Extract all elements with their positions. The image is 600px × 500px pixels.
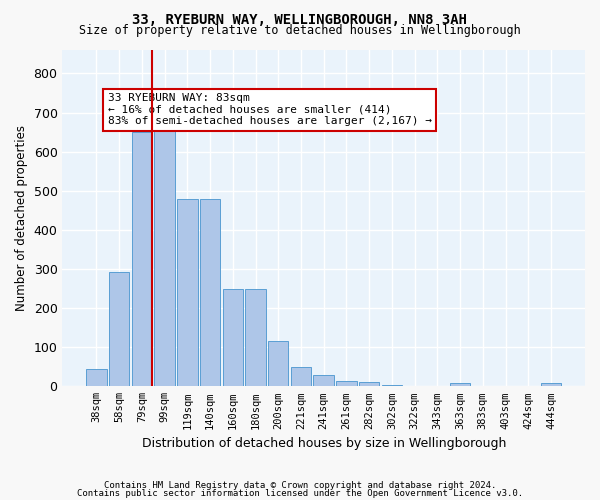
Bar [268,342,289,386]
Bar [313,376,334,386]
Bar [336,381,356,386]
Bar [382,385,402,386]
Bar [131,132,152,386]
Text: 33 RYEBURN WAY: 83sqm
← 16% of detached houses are smaller (414)
83% of semi-det: 33 RYEBURN WAY: 83sqm ← 16% of detached … [108,93,432,126]
Text: Size of property relative to detached houses in Wellingborough: Size of property relative to detached ho… [79,24,521,37]
Bar [291,367,311,386]
Text: Contains HM Land Registry data © Crown copyright and database right 2024.: Contains HM Land Registry data © Crown c… [104,481,496,490]
Bar [245,288,266,386]
X-axis label: Distribution of detached houses by size in Wellingborough: Distribution of detached houses by size … [142,437,506,450]
Bar [154,128,175,386]
Bar [109,272,130,386]
Bar [450,383,470,386]
Bar [359,382,379,386]
Bar [177,200,197,386]
Text: Contains public sector information licensed under the Open Government Licence v3: Contains public sector information licen… [77,488,523,498]
Y-axis label: Number of detached properties: Number of detached properties [15,125,28,311]
Bar [86,368,107,386]
Bar [541,383,561,386]
Bar [223,288,243,386]
Bar [200,200,220,386]
Text: 33, RYEBURN WAY, WELLINGBOROUGH, NN8 3AH: 33, RYEBURN WAY, WELLINGBOROUGH, NN8 3AH [133,12,467,26]
